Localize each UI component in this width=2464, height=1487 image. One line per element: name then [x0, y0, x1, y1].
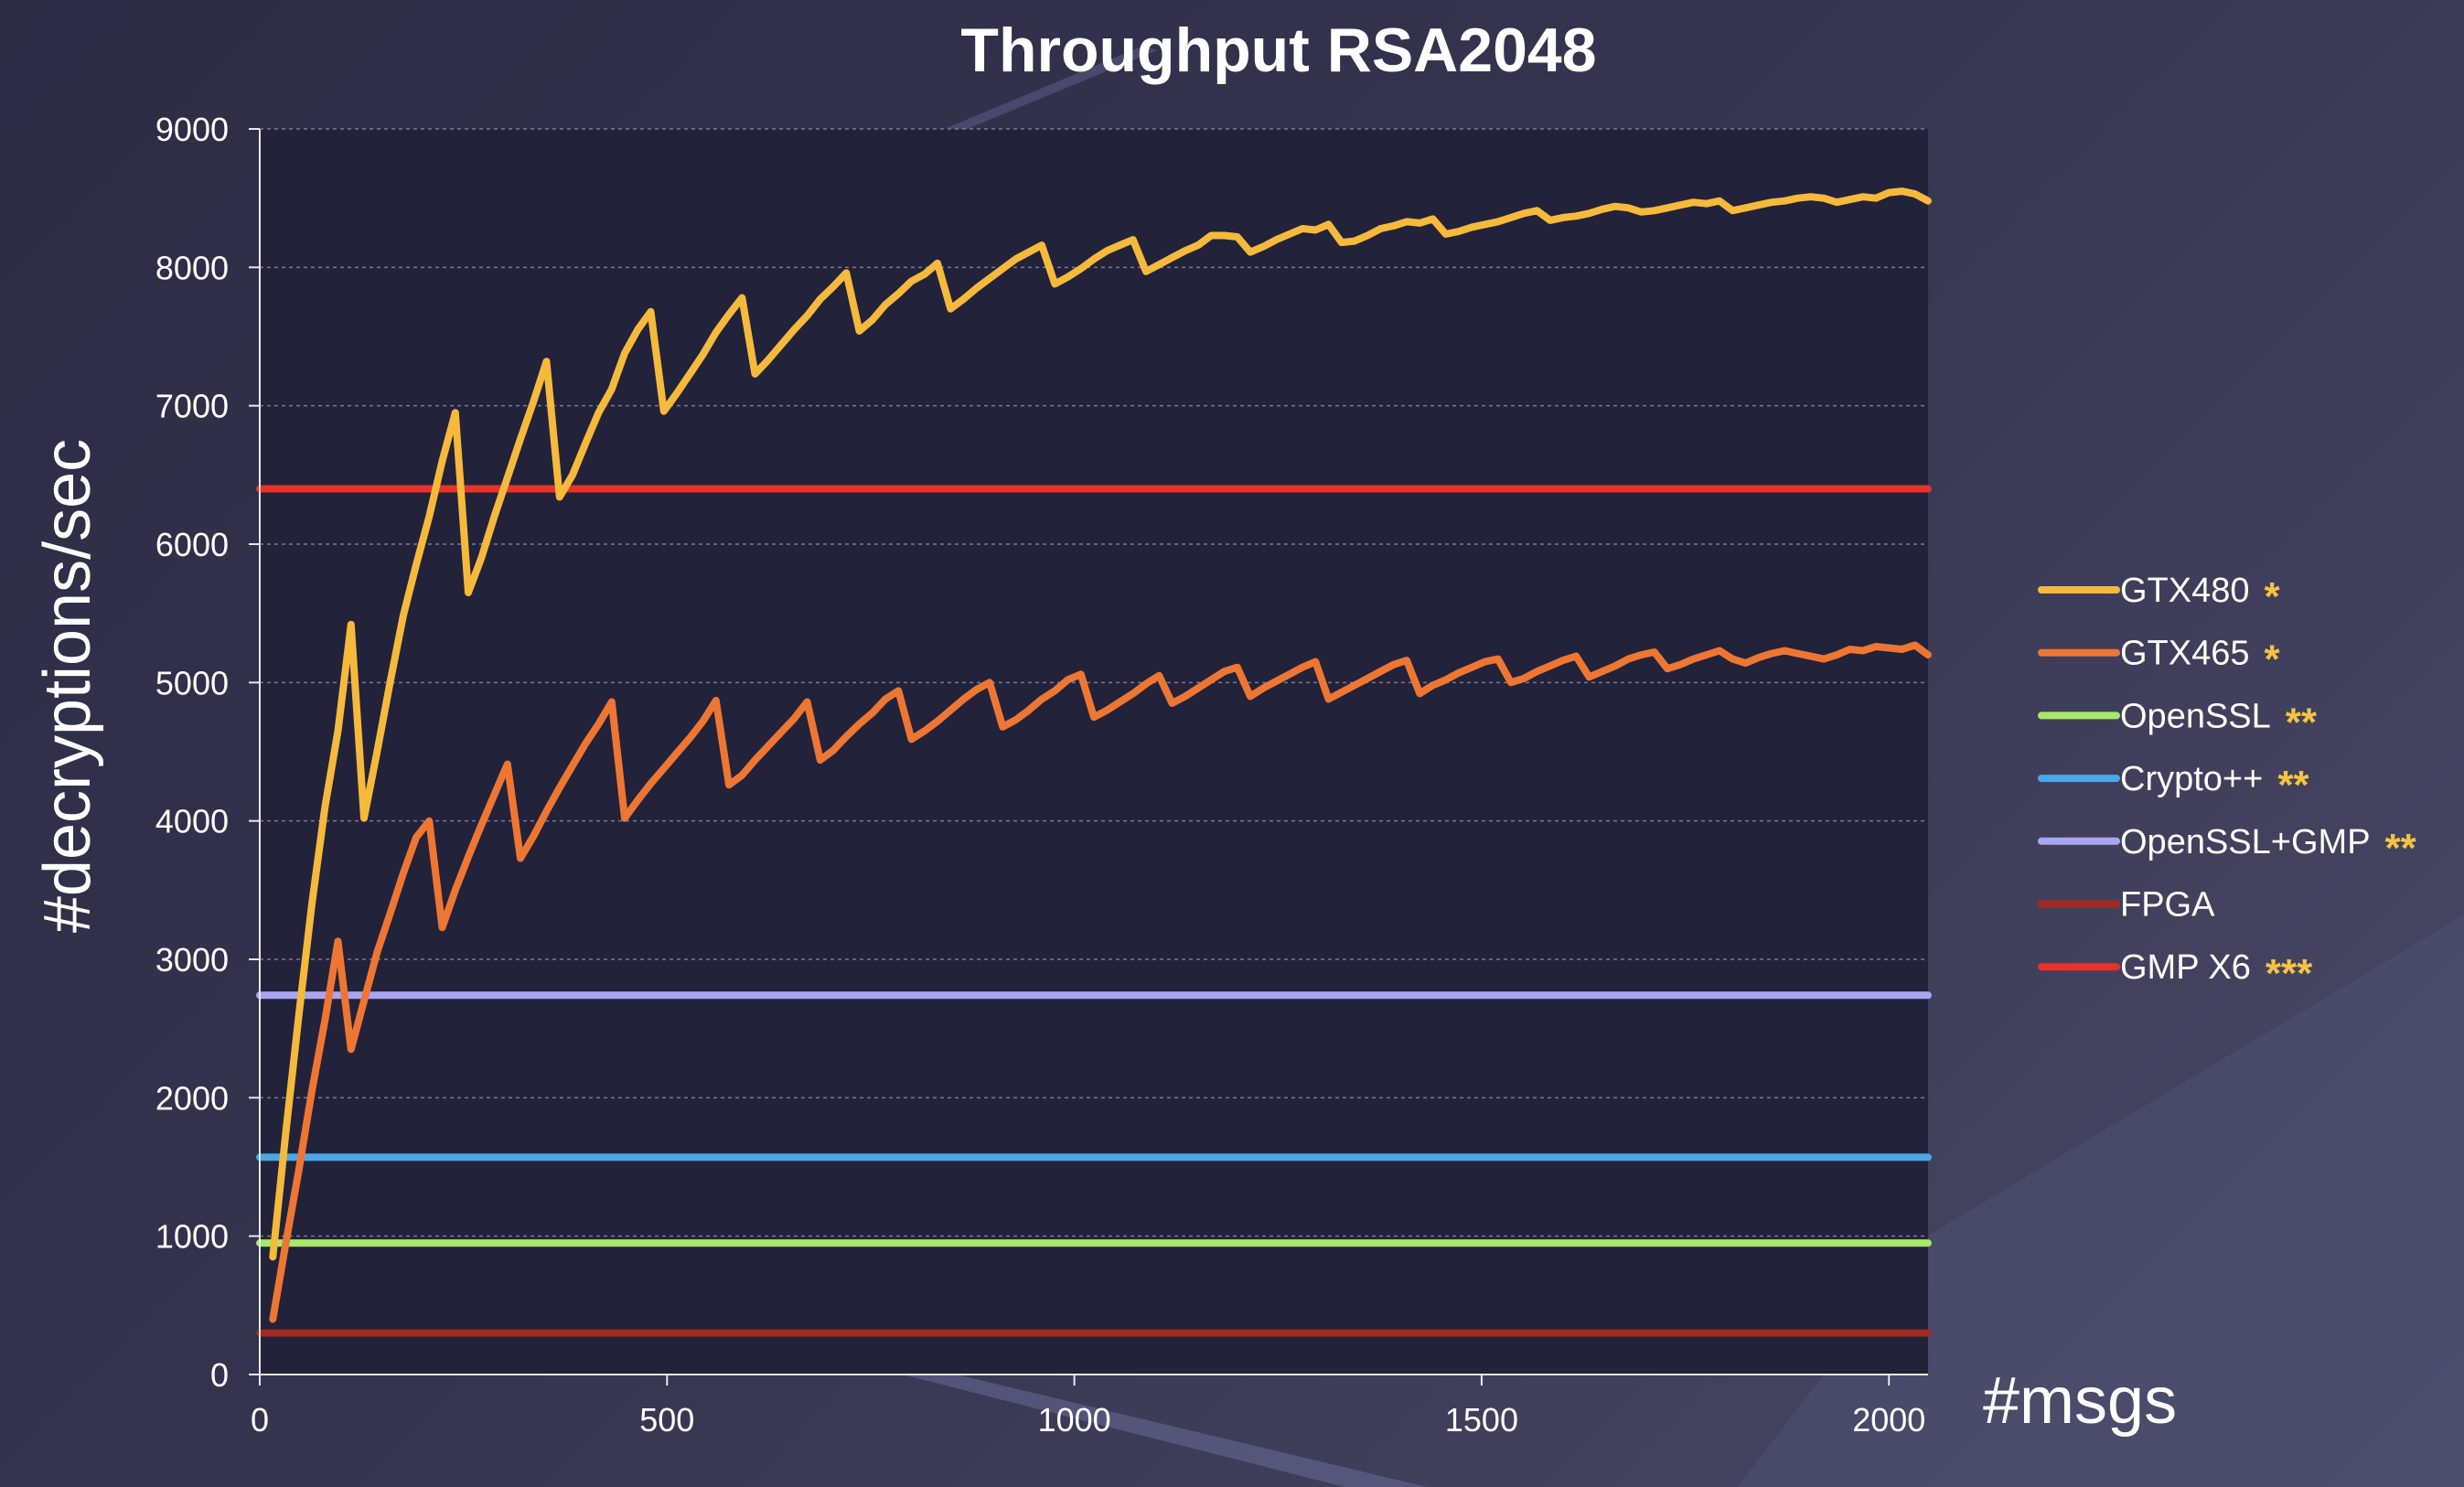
- legend-label-gmp-x6: GMP X6: [2120, 948, 2251, 987]
- y-tick-label: 6000: [155, 526, 229, 563]
- gridlines: [260, 128, 1928, 1237]
- series-lines: [256, 187, 1932, 1337]
- y-axis-ticks: 0 1000 2000 3000 4000 5000 6000 7000 8000 9000: [155, 111, 260, 1394]
- y-tick-label: 2000: [155, 1079, 229, 1117]
- legend-label-gtx465: GTX465: [2120, 635, 2250, 673]
- legend-label-openssl-gmp: OpenSSL+GMP: [2120, 823, 2371, 861]
- x-tick-label: 500: [639, 1401, 694, 1439]
- legend-label-crypto-: Crypto++: [2120, 760, 2263, 798]
- x-tick-label: 1500: [1445, 1401, 1518, 1439]
- legend-marker-openssl-gmp: **: [2385, 826, 2417, 871]
- x-tick-label: 1000: [1038, 1401, 1111, 1439]
- legend-marker-openssl: **: [2286, 700, 2318, 744]
- y-tick-label: 0: [210, 1356, 229, 1394]
- x-tick-label: 2000: [1852, 1401, 1925, 1439]
- plot-area: [260, 129, 1928, 1375]
- x-tick-label: 0: [251, 1401, 269, 1439]
- legend: GTX480 *GTX465 *OpenSSL **Crypto++ **OpenSSL…: [2038, 572, 2417, 996]
- y-tick-label: 1000: [155, 1218, 229, 1256]
- y-axis-label: #decryptions/sec: [31, 439, 104, 933]
- legend-marker-crypto-: **: [2277, 763, 2309, 808]
- y-tick-label: 5000: [155, 664, 229, 701]
- y-tick-label: 7000: [155, 388, 229, 425]
- chart-title: Throughput RSA2048: [960, 16, 1596, 85]
- y-tick-label: 8000: [155, 249, 229, 286]
- y-tick-label: 4000: [155, 803, 229, 840]
- y-tick-label: 9000: [155, 111, 229, 148]
- y-tick-label: 3000: [155, 941, 229, 979]
- legend-label-fpga: FPGA: [2120, 886, 2215, 925]
- legend-label-openssl: OpenSSL: [2120, 697, 2271, 735]
- legend-marker-gtx480: *: [2265, 574, 2281, 619]
- series-line-gtx465: [269, 641, 1932, 1323]
- x-axis-label: #msgs: [1983, 1364, 2177, 1438]
- x-axis-ticks: 0 500 1000 1500 2000: [251, 1375, 1925, 1439]
- legend-marker-gmp-x6: ***: [2266, 951, 2313, 996]
- legend-label-gtx480: GTX480: [2120, 572, 2250, 610]
- series-line-gtx480: [269, 187, 1932, 1261]
- legend-marker-gtx465: *: [2265, 637, 2281, 682]
